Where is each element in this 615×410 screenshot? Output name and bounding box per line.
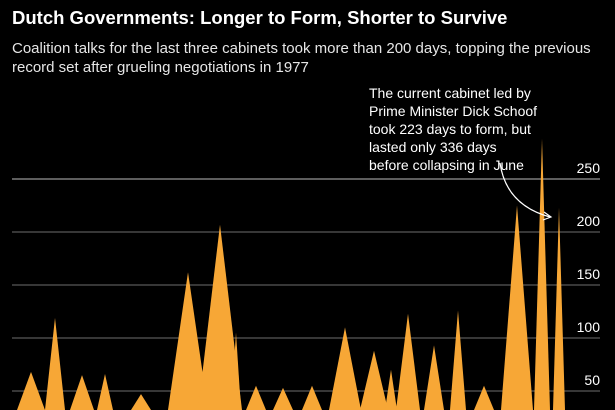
annotation-arrow bbox=[499, 162, 551, 218]
y-tick-label-50: 50 bbox=[584, 372, 600, 388]
spike-9 bbox=[246, 385, 266, 410]
spike-16 bbox=[424, 345, 444, 410]
grid-lines bbox=[12, 178, 600, 392]
spike-5 bbox=[131, 394, 151, 410]
spike-3 bbox=[70, 375, 94, 410]
spike-18 bbox=[474, 385, 494, 410]
y-tick-label-200: 200 bbox=[577, 213, 601, 229]
y-tick-label-150: 150 bbox=[577, 266, 601, 282]
spike-12 bbox=[329, 327, 361, 410]
y-tick-label-250: 250 bbox=[577, 160, 601, 176]
annotation-arrowhead bbox=[542, 211, 553, 221]
spike-10 bbox=[273, 387, 293, 410]
annotation-line: The current cabinet led by bbox=[369, 85, 531, 101]
annotation-line: took 223 days to form, but bbox=[369, 121, 531, 137]
y-axis-tick-labels: 50 100 150 200 250 bbox=[577, 160, 601, 388]
spike-20 bbox=[534, 138, 550, 410]
spike-1 bbox=[17, 371, 45, 410]
annotation-line: before collapsing in June bbox=[369, 157, 524, 173]
spike-14 bbox=[385, 369, 397, 410]
series-spikes bbox=[17, 138, 565, 410]
spike-17 bbox=[450, 310, 466, 410]
spike-15 bbox=[396, 313, 420, 410]
spike-6 bbox=[168, 272, 208, 410]
chart-title: Dutch Governments: Longer to Form, Short… bbox=[12, 7, 508, 28]
annotation-text: The current cabinet led by Prime Ministe… bbox=[369, 84, 569, 174]
chart-subtitle: Coalition talks for the last three cabin… bbox=[12, 40, 591, 76]
y-tick-label-100: 100 bbox=[577, 319, 601, 335]
spike-19 bbox=[501, 205, 533, 410]
annotation-line: Prime Minister Dick Schoof bbox=[369, 103, 538, 119]
annotation-line: lasted only 336 days bbox=[369, 139, 497, 155]
spike-11 bbox=[302, 385, 322, 410]
spike-8 bbox=[231, 332, 241, 410]
spike-7 bbox=[198, 224, 242, 410]
spike-13 bbox=[360, 350, 388, 410]
spike-4 bbox=[97, 374, 113, 410]
spike-2 bbox=[45, 317, 65, 410]
spike-21 bbox=[553, 207, 565, 410]
